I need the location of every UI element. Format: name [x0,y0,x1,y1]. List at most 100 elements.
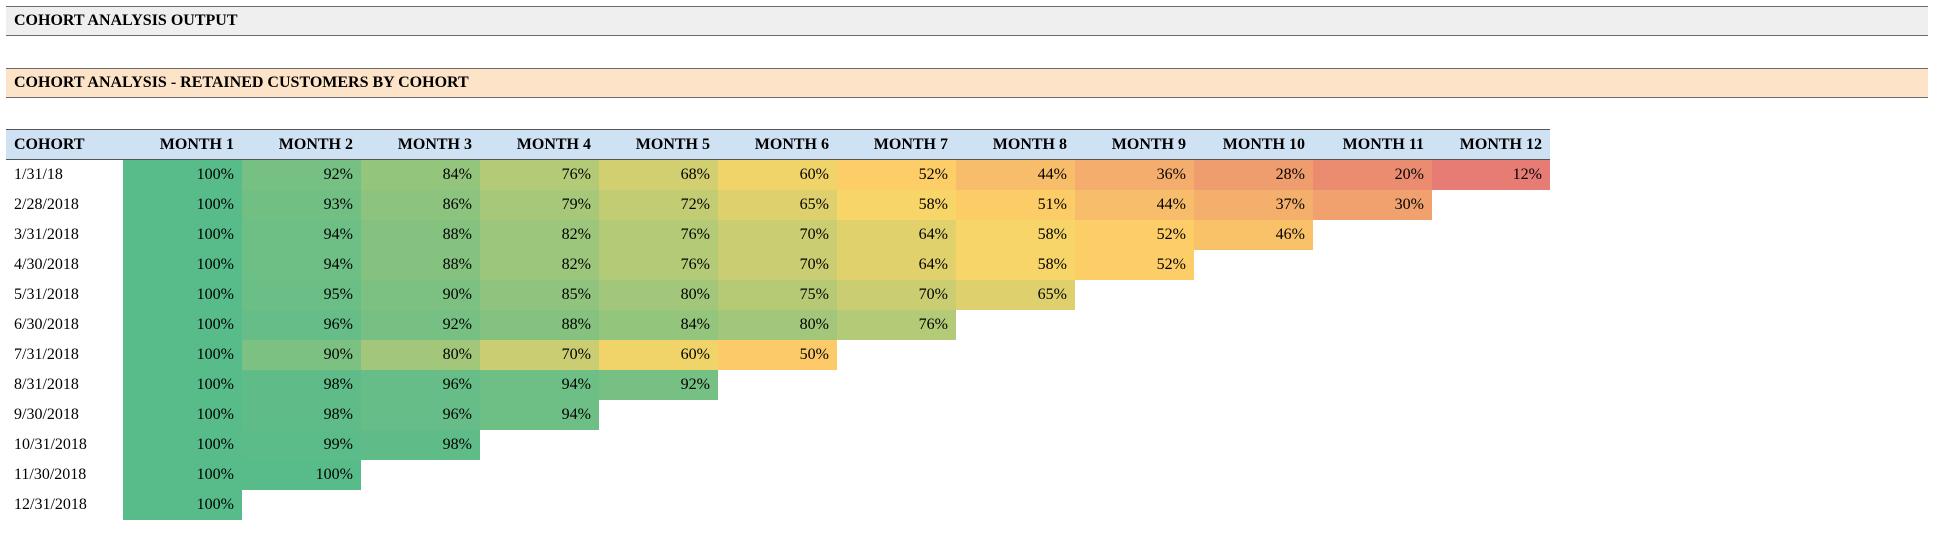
retention-cell: 96% [361,399,480,430]
retention-cell: 84% [361,159,480,190]
cohort-label: 10/31/2018 [6,429,123,460]
retention-cell: 52% [1075,219,1194,250]
column-header: MONTH 6 [718,129,837,160]
cohort-label: 7/31/2018 [6,339,123,370]
retention-cell: 98% [242,369,361,400]
retention-cell: 100% [123,369,242,400]
table-row: 2/28/2018 100% 93% 86% 79% 72% 65% 58% 51% 44% 37%… [6,189,1550,220]
retention-cell: 90% [361,279,480,310]
retention-cell: 80% [718,309,837,340]
empty-cell [1075,490,1194,520]
retention-cell: 52% [837,159,956,190]
column-header: MONTH 5 [599,129,718,160]
retention-cell: 70% [480,339,599,370]
empty-cell [1313,400,1432,430]
retention-cell: 75% [718,279,837,310]
retention-cell: 50% [718,339,837,370]
cohort-label: 3/31/2018 [6,219,123,250]
empty-cell [480,430,599,460]
empty-cell [837,490,956,520]
retention-cell: 76% [837,309,956,340]
empty-cell [956,400,1075,430]
retention-cell: 100% [123,309,242,340]
cohort-label: 6/30/2018 [6,309,123,340]
retention-cell: 44% [956,159,1075,190]
retention-cell: 95% [242,279,361,310]
empty-cell [956,370,1075,400]
retention-cell: 92% [242,159,361,190]
retention-cell: 37% [1194,189,1313,220]
retention-cell: 100% [123,429,242,460]
retention-cell: 58% [837,189,956,220]
retention-cell: 82% [480,219,599,250]
retention-cell: 99% [242,429,361,460]
cohort-table: COHORT MONTH 1 MONTH 2 MONTH 3 MONTH 4 M… [6,129,1550,520]
retention-cell: 51% [956,189,1075,220]
retention-cell: 64% [837,249,956,280]
retention-cell: 46% [1194,219,1313,250]
retention-cell: 88% [361,219,480,250]
empty-cell [956,340,1075,370]
retention-cell: 92% [599,369,718,400]
empty-cell [1313,220,1432,250]
table-row: 7/31/2018 100% 90% 80% 70% 60% 50% [6,339,1550,370]
retention-cell: 94% [480,369,599,400]
empty-cell [837,430,956,460]
empty-cell [480,490,599,520]
retention-cell: 85% [480,279,599,310]
retention-cell: 70% [837,279,956,310]
retention-cell: 72% [599,189,718,220]
retention-cell: 76% [599,219,718,250]
retention-cell: 100% [123,459,242,490]
retention-cell: 60% [718,159,837,190]
table-row: 6/30/2018 100% 96% 92% 88% 84% 80% 76% [6,309,1550,340]
empty-cell [599,460,718,490]
empty-cell [956,490,1075,520]
empty-cell [956,310,1075,340]
empty-cell [1075,280,1194,310]
empty-cell [1432,250,1550,280]
empty-cell [1432,190,1550,220]
empty-cell [361,490,480,520]
retention-cell: 100% [123,489,242,520]
empty-cell [1432,430,1550,460]
table-row: 11/30/2018 100% 100% [6,459,1550,490]
retention-cell: 94% [242,249,361,280]
empty-cell [718,370,837,400]
cohort-label: 5/31/2018 [6,279,123,310]
retention-cell: 94% [242,219,361,250]
empty-cell [1313,310,1432,340]
retention-cell: 20% [1313,159,1432,190]
retention-cell: 100% [242,459,361,490]
empty-cell [956,430,1075,460]
empty-cell [599,400,718,430]
retention-cell: 80% [361,339,480,370]
retention-cell: 100% [123,189,242,220]
retention-cell: 52% [1075,249,1194,280]
retention-cell: 60% [599,339,718,370]
empty-cell [1194,370,1313,400]
empty-cell [718,490,837,520]
empty-cell [718,460,837,490]
retention-cell: 96% [361,369,480,400]
empty-cell [1194,490,1313,520]
empty-cell [1075,460,1194,490]
empty-cell [1194,310,1313,340]
retention-cell: 88% [480,309,599,340]
retention-cell: 65% [956,279,1075,310]
retention-cell: 76% [480,159,599,190]
empty-cell [1075,370,1194,400]
empty-cell [1432,280,1550,310]
section-title: COHORT ANALYSIS - RETAINED CUSTOMERS BY … [14,74,469,91]
column-header: MONTH 11 [1313,129,1432,160]
retention-cell: 79% [480,189,599,220]
empty-cell [718,400,837,430]
empty-cell [1194,340,1313,370]
retention-cell: 70% [718,249,837,280]
section-title-bar: COHORT ANALYSIS - RETAINED CUSTOMERS BY … [6,68,1928,98]
column-header: MONTH 8 [956,129,1075,160]
cohort-label: 11/30/2018 [6,459,123,490]
retention-cell: 90% [242,339,361,370]
retention-cell: 100% [123,219,242,250]
empty-cell [242,490,361,520]
